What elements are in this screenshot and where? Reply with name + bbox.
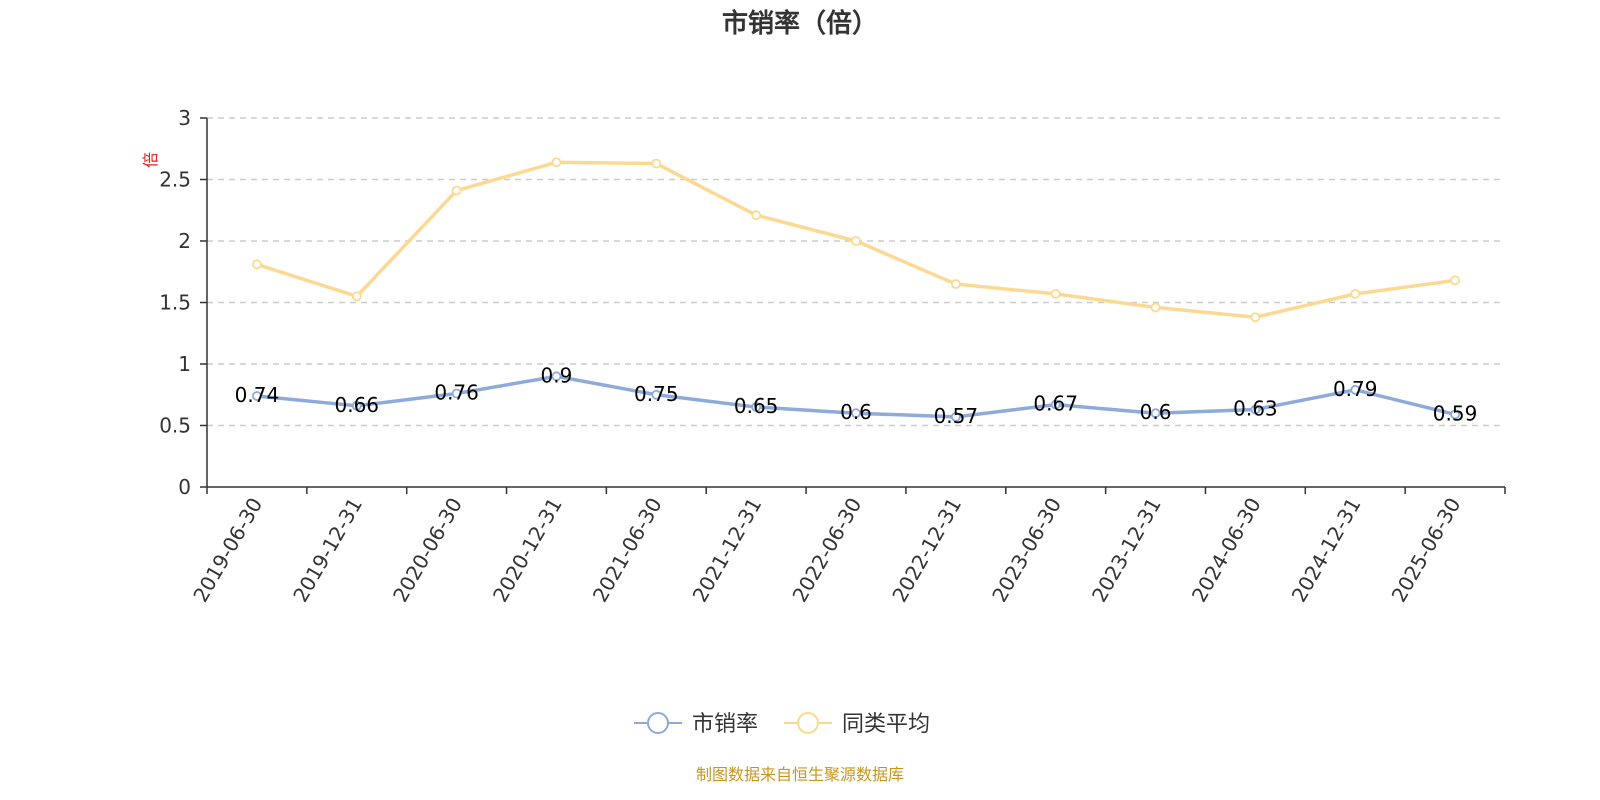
data-point [252,259,262,270]
y-tick-label: 0.5 [159,414,191,438]
x-tick-label: 2019-12-31 [288,494,367,607]
legend-item[interactable]: 市销率 [634,712,758,737]
data-point [1450,409,1460,420]
series-group [252,157,1460,422]
x-tick-label: 2021-06-30 [588,494,667,607]
x-tick-label: 2023-12-31 [1087,494,1166,607]
data-point [351,400,362,411]
data-point [1150,302,1161,313]
data-point [1350,288,1361,299]
x-tick-label: 2022-06-30 [787,494,866,607]
x-tick-label: 2021-12-31 [688,494,767,607]
data-point [1050,288,1061,299]
x-tick-label: 2022-12-31 [887,494,966,607]
data-label: 0.9 [541,363,573,387]
data-point [751,402,762,412]
legend[interactable]: 市销率 同类平均 [634,712,930,737]
data-point [1250,312,1261,323]
y-tick-label: 1 [178,352,191,376]
data-labels: 0.74 0.66 0.76 0.9 0.75 0.65 0.6 0.57 0.67 0.6 0.6… [235,363,1478,428]
y-tick-labels: 0 0.5 1 1.5 2 2.5 3 [159,106,191,499]
data-point [351,291,362,302]
x-tick-label: 2020-06-30 [388,494,467,607]
data-point [651,158,662,169]
y-tick-label: 3 [178,106,191,130]
data-point [1350,384,1361,395]
legend-label: 同类平均 [842,712,930,737]
data-label: 0.57 [934,404,979,428]
data-point [551,157,562,168]
data-point [1450,275,1460,286]
data-point [1150,408,1161,419]
data-point [1050,399,1061,410]
data-label: 0.63 [1233,397,1278,421]
legend-marker [797,712,819,734]
grid-lines [207,117,1505,427]
y-tick-label: 1.5 [159,291,191,315]
x-tick-labels: 2019-06-30 2019-12-31 2020-06-30 2020-12-31… [188,494,1465,607]
data-point [451,388,462,399]
source-note: 制图数据来自恒生聚源数据库 [696,765,904,784]
data-label: 0.79 [1333,377,1378,401]
legend-item[interactable]: 同类平均 [784,712,930,737]
x-tick-label: 2023-06-30 [987,494,1066,607]
data-point [950,279,961,289]
data-point [651,389,662,400]
data-label: 0.67 [1033,392,1078,416]
y-axis-label: 倍 [141,152,160,168]
x-tick-label: 2024-12-31 [1287,494,1366,607]
data-point [751,210,762,221]
x-tick-label: 2020-12-31 [488,494,567,607]
chart-title: 市销率（倍） [722,8,878,39]
legend-label: 市销率 [692,712,758,737]
x-tick-label: 2019-06-30 [188,494,267,607]
data-label: 0.75 [634,382,679,406]
y-tick-label: 0 [178,475,191,499]
axes [200,117,1506,494]
data-point [252,391,262,401]
data-point [851,408,861,419]
data-point [451,185,462,196]
data-label: 0.65 [734,394,779,418]
data-point [950,411,961,422]
data-label: 0.66 [335,393,380,417]
y-tick-label: 2.5 [159,168,191,192]
data-label: 0.6 [840,400,872,424]
data-label: 0.74 [235,383,280,407]
y-tick-label: 2 [178,229,191,253]
data-label: 0.6 [1140,400,1172,424]
data-point [851,236,861,246]
data-point [551,371,562,382]
data-point [1250,404,1261,415]
data-label: 0.76 [434,381,479,405]
x-tick-label: 2025-06-30 [1387,494,1466,607]
data-label: 0.59 [1433,401,1478,425]
x-tick-label: 2024-06-30 [1187,494,1266,607]
legend-marker [647,712,669,734]
